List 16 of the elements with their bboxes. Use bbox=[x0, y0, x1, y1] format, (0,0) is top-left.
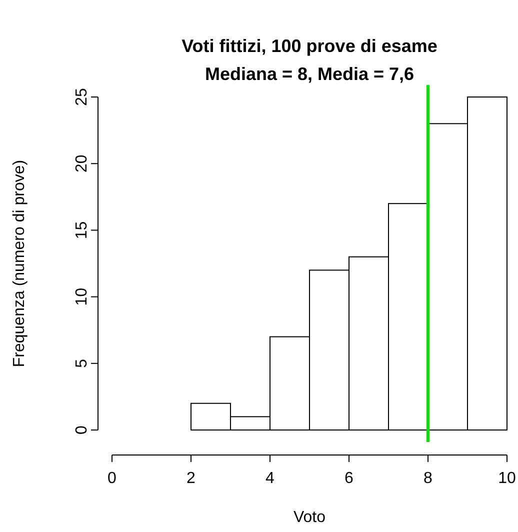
chart-title: Voti fittizi, 100 prove di esame bbox=[182, 36, 438, 56]
x-tick-label: 6 bbox=[344, 470, 354, 487]
x-axis-title: Voto bbox=[293, 509, 326, 526]
x-tick-label: 4 bbox=[266, 470, 275, 487]
y-tick-label: 0 bbox=[74, 425, 90, 434]
x-tick-label: 2 bbox=[186, 470, 196, 487]
y-tick-label: 10 bbox=[74, 288, 90, 306]
x-tick-label: 0 bbox=[108, 470, 117, 487]
y-tick-label: 25 bbox=[74, 88, 90, 106]
y-tick-label: 15 bbox=[74, 221, 90, 240]
y-axis-title: Frequenza (numero di prove) bbox=[11, 160, 28, 368]
x-tick-label: 10 bbox=[498, 470, 516, 487]
y-tick-label: 5 bbox=[74, 358, 90, 368]
chart-subtitle: Mediana = 8, Media = 7,6 bbox=[204, 64, 414, 84]
y-tick-label: 20 bbox=[74, 154, 90, 172]
x-tick-label: 8 bbox=[424, 470, 433, 487]
